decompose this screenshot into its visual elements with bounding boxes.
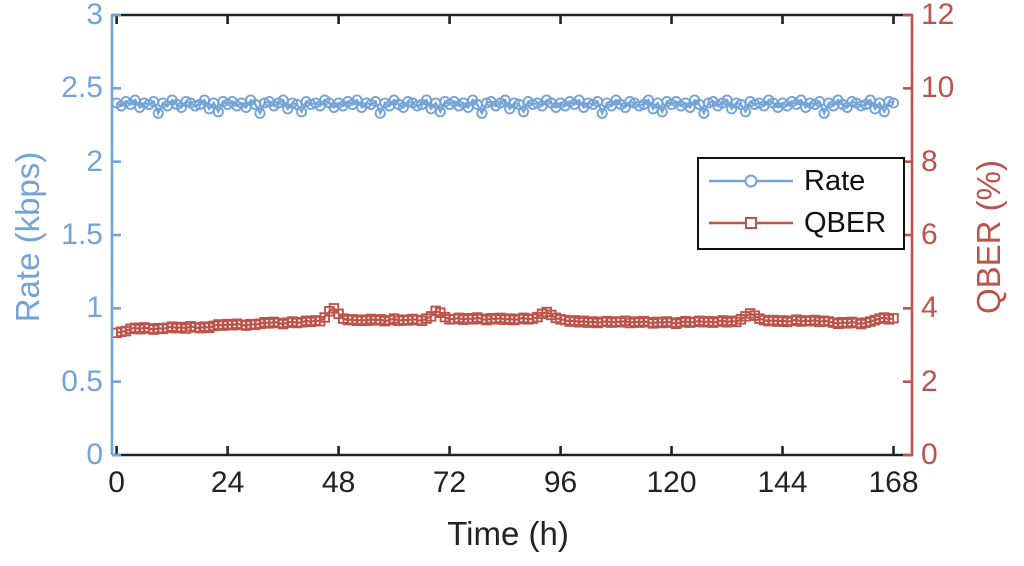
y-left-tick-label: 3: [86, 0, 103, 31]
legend-label-qber: QBER: [804, 206, 887, 239]
x-tick-label: 72: [432, 466, 467, 499]
y-left-tick-label: 1.5: [61, 218, 103, 251]
qber-series-markers: [111, 303, 899, 339]
x-tick-label: 0: [108, 466, 125, 499]
y-left-tick-label: 1: [86, 291, 103, 325]
qber-line-square-marker-icon: [709, 217, 793, 229]
legend: Rate QBER: [697, 157, 905, 250]
legend-entry-qber: QBER: [707, 205, 886, 241]
y-axis-left-label: Rate (kbps): [9, 151, 46, 323]
rate-line-circle-marker-icon: [709, 174, 793, 188]
y-left-tick-label: 2.5: [61, 71, 103, 105]
y-axis-right-label: QBER (%): [970, 159, 1007, 315]
y-right-tick-label: 2: [921, 364, 938, 398]
y-left-tick-label: 0: [86, 438, 103, 471]
x-tick-label: 96: [543, 466, 578, 499]
legend-entry-rate: Rate: [707, 163, 865, 199]
y-right-tick-label: 4: [921, 291, 938, 325]
rate-series-markers: [111, 94, 900, 119]
y-right-tick-label: 6: [921, 218, 938, 251]
x-tick-label: 144: [757, 466, 808, 499]
y-right-tick-label: 0: [921, 438, 938, 471]
x-tick-label: 48: [321, 466, 356, 499]
y-left-tick-label: 0.5: [61, 364, 103, 398]
y-right-tick-label: 12: [921, 0, 955, 31]
x-tick-label: 120: [646, 466, 697, 499]
y-right-tick-label: 8: [921, 144, 938, 178]
x-tick-label: 24: [210, 466, 245, 499]
x-tick-label: 168: [868, 466, 919, 499]
legend-label-rate: Rate: [804, 164, 866, 197]
y-right-tick-label: 10: [921, 71, 955, 105]
y-left-tick-label: 2: [86, 144, 103, 178]
x-axis-label: Time (h): [447, 515, 569, 552]
